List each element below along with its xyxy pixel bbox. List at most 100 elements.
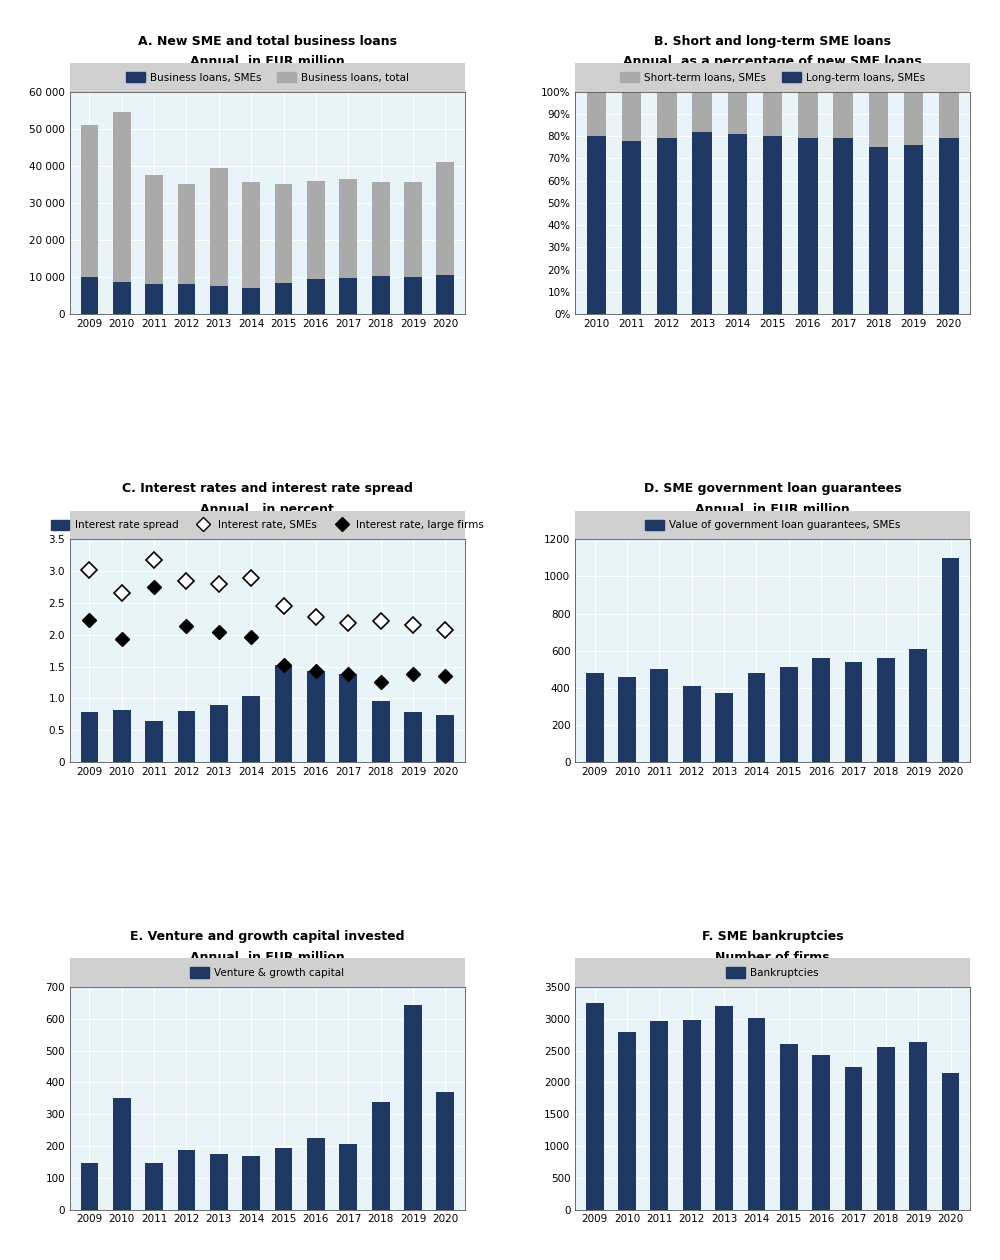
Bar xyxy=(307,672,325,762)
Bar xyxy=(586,1003,604,1210)
Bar xyxy=(763,92,782,314)
Bar xyxy=(404,1004,422,1210)
Bar xyxy=(812,658,830,762)
Bar xyxy=(275,184,292,314)
Bar xyxy=(436,1092,454,1210)
Text: C. Interest rates and interest rate spread: C. Interest rates and interest rate spre… xyxy=(122,483,413,495)
Bar xyxy=(877,1047,895,1210)
Bar xyxy=(586,673,604,762)
Bar xyxy=(178,711,195,762)
Legend: Value of government loan guarantees, SMEs: Value of government loan guarantees, SME… xyxy=(641,515,904,534)
Bar xyxy=(145,1163,163,1210)
FancyBboxPatch shape xyxy=(70,510,465,539)
Bar xyxy=(178,1150,195,1210)
Bar xyxy=(242,1155,260,1210)
Bar xyxy=(763,136,782,314)
Bar xyxy=(650,669,668,762)
Bar xyxy=(683,685,701,762)
Bar xyxy=(692,132,712,314)
Bar xyxy=(145,721,163,762)
Bar xyxy=(81,277,98,314)
Bar xyxy=(307,1138,325,1210)
Bar xyxy=(81,1163,98,1210)
Bar xyxy=(210,168,228,314)
Bar xyxy=(339,277,357,314)
Bar xyxy=(904,145,923,314)
Bar xyxy=(845,662,862,762)
Legend: Short-term loans, SMEs, Long-term loans, SMEs: Short-term loans, SMEs, Long-term loans,… xyxy=(616,68,929,87)
Bar xyxy=(242,697,260,762)
Bar xyxy=(404,183,422,314)
Text: A. New SME and total business loans: A. New SME and total business loans xyxy=(138,34,397,48)
Bar xyxy=(909,1042,927,1210)
FancyBboxPatch shape xyxy=(575,510,970,539)
Bar xyxy=(242,183,260,314)
Bar xyxy=(436,716,454,762)
Bar xyxy=(798,92,818,314)
Bar xyxy=(877,658,895,762)
Legend: Business loans, SMEs, Business loans, total: Business loans, SMEs, Business loans, to… xyxy=(122,68,413,87)
Bar xyxy=(275,1148,292,1210)
Bar xyxy=(372,702,390,762)
Bar xyxy=(113,1099,131,1210)
Bar xyxy=(869,92,888,314)
Bar xyxy=(692,92,712,314)
Bar xyxy=(339,1144,357,1210)
Text: E. Venture and growth capital invested: E. Venture and growth capital invested xyxy=(130,930,405,944)
Text: Annual, as a percentage of new SME loans: Annual, as a percentage of new SME loans xyxy=(623,55,922,68)
Text: Annual, in EUR million: Annual, in EUR million xyxy=(190,55,345,68)
Bar xyxy=(339,179,357,314)
Bar xyxy=(833,92,853,314)
Bar xyxy=(210,704,228,762)
Bar xyxy=(904,92,923,314)
Bar xyxy=(178,184,195,314)
Bar xyxy=(618,1032,636,1210)
Bar xyxy=(728,134,747,314)
Bar xyxy=(657,139,677,314)
Bar xyxy=(869,147,888,314)
Bar xyxy=(942,558,959,762)
Bar xyxy=(939,92,959,314)
Text: Annual,  in percent: Annual, in percent xyxy=(200,503,334,517)
Bar xyxy=(404,277,422,314)
Text: F. SME bankruptcies: F. SME bankruptcies xyxy=(702,930,843,944)
FancyBboxPatch shape xyxy=(70,63,465,92)
Text: Annual, in EUR million: Annual, in EUR million xyxy=(695,503,850,517)
Bar xyxy=(798,139,818,314)
Bar xyxy=(178,285,195,314)
Bar xyxy=(657,92,677,314)
Bar xyxy=(812,1055,830,1210)
Bar xyxy=(404,712,422,762)
Bar xyxy=(307,278,325,314)
Bar xyxy=(242,289,260,314)
Bar xyxy=(780,668,798,762)
Bar xyxy=(81,712,98,762)
Bar xyxy=(833,139,853,314)
Bar xyxy=(748,1018,765,1210)
Legend: Venture & growth capital: Venture & growth capital xyxy=(186,963,349,983)
Bar xyxy=(650,1022,668,1210)
Bar xyxy=(275,282,292,314)
Bar xyxy=(845,1067,862,1210)
Legend: Bankruptcies: Bankruptcies xyxy=(722,963,823,983)
Legend: Interest rate spread, Interest rate, SMEs, Interest rate, large firms: Interest rate spread, Interest rate, SME… xyxy=(46,515,488,534)
Bar xyxy=(210,286,228,314)
Bar xyxy=(622,141,641,314)
Bar xyxy=(728,92,747,314)
Bar xyxy=(145,175,163,314)
Bar xyxy=(307,180,325,314)
Text: Number of firms: Number of firms xyxy=(715,951,830,964)
Bar xyxy=(436,275,454,314)
Bar xyxy=(210,1154,228,1210)
FancyBboxPatch shape xyxy=(575,959,970,987)
Bar xyxy=(715,1007,733,1210)
Bar xyxy=(372,1101,390,1210)
FancyBboxPatch shape xyxy=(575,63,970,92)
Text: D. SME government loan guarantees: D. SME government loan guarantees xyxy=(644,483,901,495)
Bar xyxy=(618,678,636,762)
Text: Annual, in EUR million: Annual, in EUR million xyxy=(190,951,345,964)
Bar xyxy=(339,674,357,762)
Bar xyxy=(748,673,765,762)
Bar xyxy=(909,649,927,762)
Bar xyxy=(780,1045,798,1210)
